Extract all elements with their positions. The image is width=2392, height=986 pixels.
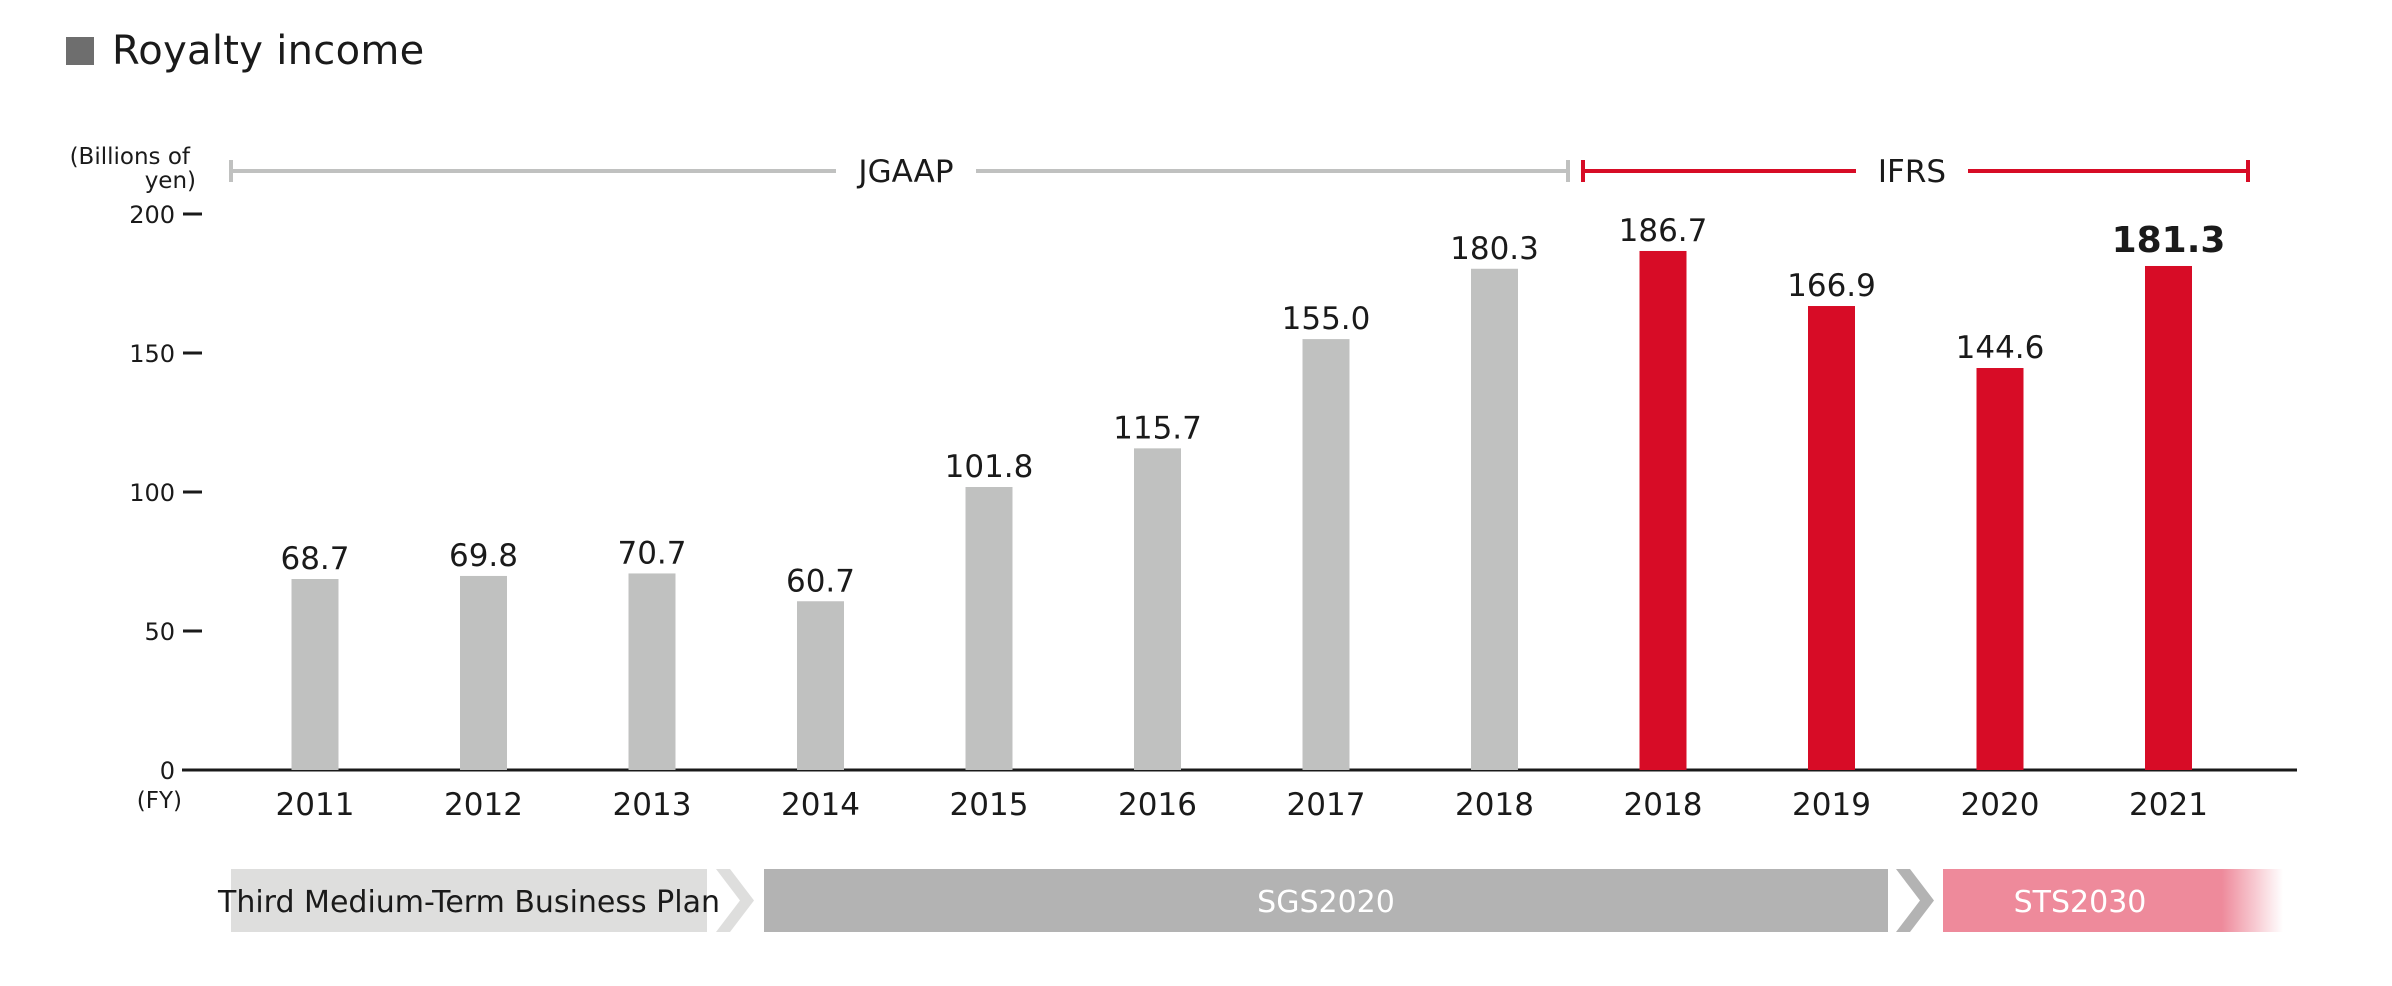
accounting-standards: JGAAP IFRS (229, 154, 2250, 190)
data-label: 144.6 (1956, 330, 2045, 366)
plan-bar (231, 869, 707, 932)
bar-ifrs (1639, 250, 1687, 770)
bar-jgaap (797, 601, 844, 770)
plan-band: SGS2020 (764, 869, 1888, 932)
data-label: 166.9 (1787, 268, 1876, 304)
y-axis-unit-line2: yen) (145, 168, 196, 194)
standard-label: IFRS (1878, 154, 1946, 190)
plan-bar (1943, 869, 2283, 932)
standard-ifrs: IFRS (1581, 154, 2250, 190)
data-label: 115.7 (1113, 410, 1202, 446)
x-tick-label: 2015 (950, 787, 1029, 823)
x-tick-label: 2012 (444, 787, 523, 823)
y-tick-label: 50 (144, 618, 175, 646)
data-label: 186.7 (1619, 213, 1708, 249)
bar-jgaap (965, 486, 1013, 770)
bar-ifrs (2145, 265, 2192, 770)
chart-title: Royalty income (66, 28, 425, 74)
data-label: 60.7 (786, 563, 855, 599)
standard-jgaap: JGAAP (229, 154, 1570, 190)
x-tick-label: 2013 (613, 787, 692, 823)
y-axis-unit-line1: (Billions of (70, 144, 191, 170)
bar-ifrs (1808, 306, 1855, 770)
bar-jgaap (460, 575, 507, 770)
bar-jgaap (291, 579, 339, 770)
plan-label: SGS2020 (1257, 885, 1395, 920)
bar-jgaap (1134, 448, 1181, 770)
category-labels: 2011 2012 2013 2014 2015 2016 2017 2018 2018 2019… (276, 787, 2208, 823)
x-tick-label: 2019 (1792, 787, 1871, 823)
x-tick-label: 2017 (1287, 787, 1366, 823)
data-label: 68.7 (280, 541, 349, 577)
bar-ifrs (1976, 368, 2024, 770)
plan-label: STS2030 (2014, 885, 2147, 920)
x-tick-label: 2018 (1455, 787, 1534, 823)
bar-jgaap (1471, 268, 1518, 770)
chevron-right-icon (1896, 869, 1934, 932)
y-tick-label: 0 (160, 757, 175, 785)
x-tick-label: 2016 (1118, 787, 1197, 823)
y-tick-label: 200 (129, 201, 175, 229)
x-tick-label: 2011 (276, 787, 355, 823)
data-label: 101.8 (945, 449, 1034, 485)
x-axis-unit: (FY) (137, 788, 182, 814)
y-tick-label: 100 (129, 479, 175, 507)
value-labels: 68.7 69.8 70.7 60.7 101.8 115.7 155.0 180.3 186.… (280, 213, 2225, 599)
data-label: 69.8 (449, 538, 518, 574)
x-tick-label: 2014 (781, 787, 860, 823)
title-text: Royalty income (112, 28, 425, 74)
standard-label: JGAAP (856, 154, 953, 190)
x-tick-label: 2021 (2129, 787, 2208, 823)
bar-jgaap (628, 573, 676, 770)
data-label: 70.7 (617, 535, 686, 571)
x-tick-label: 2018 (1624, 787, 1703, 823)
bars (291, 250, 2192, 770)
plan-band: Third Medium-Term Business Plan (217, 869, 720, 932)
plan-label: Third Medium-Term Business Plan (217, 885, 720, 920)
data-label: 181.3 (2112, 220, 2226, 261)
chevron-right-icon (716, 869, 754, 932)
plan-bar (764, 869, 1888, 932)
axes: 0 50 100 150 200 (Billions of yen) (FY) (70, 144, 2297, 814)
business-plans: Third Medium-Term Business Plan SGS2020 ST… (217, 869, 2283, 932)
data-label: 155.0 (1282, 301, 1371, 337)
data-label: 180.3 (1450, 231, 1539, 267)
bar-jgaap (1302, 339, 1350, 770)
y-axis-ticks: 0 50 100 150 200 (129, 201, 202, 785)
plan-band: STS2030 (1943, 869, 2283, 932)
x-tick-label: 2020 (1961, 787, 2040, 823)
title-square-icon (66, 37, 94, 65)
y-tick-label: 150 (129, 340, 175, 368)
